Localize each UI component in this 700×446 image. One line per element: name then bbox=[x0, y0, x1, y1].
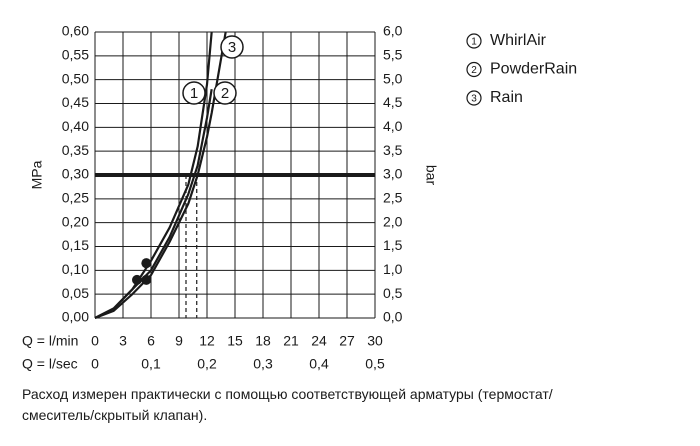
x-tick-label: 27 bbox=[339, 333, 355, 349]
x-tick-label: 0 bbox=[91, 333, 99, 349]
x2-tick-label: 0,4 bbox=[309, 356, 329, 372]
y-tick-label: 0,25 bbox=[62, 190, 89, 206]
y-tick-label: 0,55 bbox=[62, 47, 89, 63]
y2-tick-label: 3,5 bbox=[383, 142, 403, 158]
legend-circle bbox=[466, 90, 482, 106]
y2-tick-label: 0,0 bbox=[383, 309, 403, 325]
y-tick-label: 0,00 bbox=[62, 309, 89, 325]
y2-tick-label: 0,5 bbox=[383, 285, 403, 301]
x2-tick-label: 0,3 bbox=[253, 356, 273, 372]
x-axis-label: Q = l/min bbox=[22, 333, 78, 349]
series-line bbox=[94, 31, 227, 320]
note-line: смеситель/скрытый клапан). bbox=[22, 407, 208, 423]
y-tick-label: 0,20 bbox=[62, 213, 89, 229]
legend-label: WhirlAir bbox=[490, 32, 547, 49]
marker bbox=[132, 274, 142, 285]
y2-axis-label: bar bbox=[423, 165, 439, 186]
y-tick-label: 0,05 bbox=[62, 285, 89, 301]
y-tick-label: 0,30 bbox=[62, 166, 89, 182]
legend-label: PowderRain bbox=[490, 61, 577, 78]
x2-tick-label: 0 bbox=[91, 356, 99, 372]
curve-label-circle bbox=[220, 35, 244, 59]
y2-tick-label: 4,5 bbox=[383, 94, 403, 110]
x-tick-label: 6 bbox=[147, 333, 155, 349]
legend-circle bbox=[466, 61, 482, 78]
legend-id: 2 bbox=[471, 65, 477, 76]
x2-axis-label: Q = l/sec bbox=[22, 356, 78, 372]
x-tick-label: 9 bbox=[175, 333, 183, 349]
x-tick-label: 12 bbox=[199, 333, 215, 349]
x-tick-label: 21 bbox=[283, 333, 299, 349]
y-tick-label: 0,60 bbox=[62, 23, 89, 39]
curve-label: 3 bbox=[228, 39, 236, 56]
y2-tick-label: 5,5 bbox=[383, 47, 403, 63]
chart: 0 3 6 9 12 15 18 21 24 27 300 0,1 0,2 0,3 0,4 0,50,000,… bbox=[22, 23, 577, 372]
x-tick-label: 24 bbox=[311, 333, 327, 349]
y-tick-label: 0,50 bbox=[62, 70, 89, 86]
x-tick-label: 15 bbox=[227, 333, 243, 349]
y2-tick-label: 1,0 bbox=[383, 261, 403, 277]
y2-tick-label: 2,0 bbox=[383, 213, 403, 229]
x-tick-label: 30 bbox=[367, 333, 383, 349]
legend-label: Rain bbox=[490, 89, 523, 106]
note: Расход измерен практически с помощью соо… bbox=[22, 384, 553, 426]
legend-id: 1 bbox=[471, 37, 477, 48]
y-tick-label: 0,35 bbox=[62, 142, 89, 158]
x2-tick-label: 0,5 bbox=[365, 356, 385, 372]
y-tick-label: 0,45 bbox=[62, 94, 89, 110]
y2-tick-label: 3,0 bbox=[383, 166, 403, 182]
y2-tick-label: 4,0 bbox=[383, 118, 403, 134]
y-tick-label: 0,40 bbox=[62, 118, 89, 134]
y2-tick-label: 6,0 bbox=[383, 23, 403, 39]
legend-circle bbox=[466, 33, 482, 49]
x-tick-label: 3 bbox=[119, 333, 127, 349]
curve-label: 1 bbox=[190, 85, 198, 102]
y-tick-label: 0,10 bbox=[62, 261, 89, 277]
note-line: Расход измерен практически с помощью соо… bbox=[22, 386, 553, 402]
curve-label-circle bbox=[182, 81, 206, 105]
x2-tick-label: 0,2 bbox=[197, 356, 217, 372]
x-tick-label: 18 bbox=[255, 333, 271, 349]
y2-tick-label: 2,5 bbox=[383, 190, 403, 206]
curve-label: 2 bbox=[221, 85, 229, 102]
y2-tick-label: 5,0 bbox=[383, 70, 403, 86]
curve-label-circle bbox=[213, 81, 237, 105]
y-tick-label: 0,15 bbox=[62, 237, 89, 253]
y2-tick-label: 1,5 bbox=[383, 237, 403, 253]
x2-tick-label: 0,1 bbox=[141, 356, 161, 372]
series-line bbox=[94, 89, 213, 319]
marker bbox=[141, 274, 152, 285]
legend-id: 3 bbox=[471, 94, 477, 105]
marker bbox=[141, 258, 152, 269]
y-axis-label: MPa bbox=[29, 160, 45, 189]
